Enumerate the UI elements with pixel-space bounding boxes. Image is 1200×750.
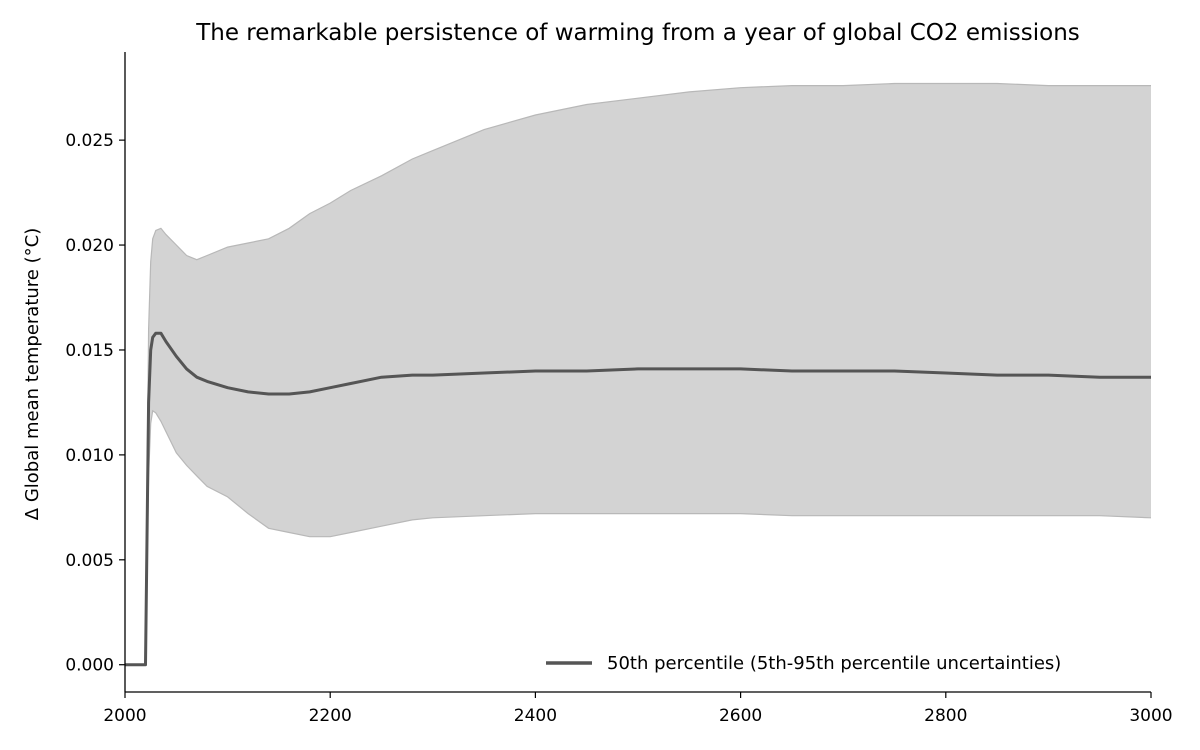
x-axis: 2000 2200 2400 2600 2800 3000 [103, 691, 1173, 726]
y-tick-label: 0.025 [65, 131, 114, 151]
x-tick-label: 2400 [514, 706, 557, 726]
y-tick-label: 0.015 [65, 341, 114, 361]
legend-label: 50th percentile (5th-95th percentile unc… [607, 653, 1061, 674]
band-lower-edge [145, 409, 1152, 602]
y-tick-label: 0.005 [65, 551, 114, 571]
y-axis-label: Δ Global mean temperature (°C) [22, 228, 43, 520]
band-upper-edge [145, 82, 1151, 539]
x-tick-label: 2000 [103, 706, 146, 726]
x-tick-label: 3000 [1129, 706, 1172, 726]
x-tick-label: 2600 [719, 706, 762, 726]
legend: 50th percentile (5th-95th percentile unc… [546, 653, 1061, 674]
chart-title: The remarkable persistence of warming fr… [195, 20, 1080, 46]
y-tick-label: 0.020 [65, 236, 114, 256]
x-tick-label: 2200 [309, 706, 352, 726]
plot-area [125, 82, 1152, 667]
y-tick-label: 0.010 [65, 446, 114, 466]
median-line [125, 331, 1151, 667]
y-axis: 0.000 0.005 0.010 0.015 0.020 0.025 [65, 52, 126, 692]
x-tick-label: 2800 [924, 706, 967, 726]
uncertainty-band [146, 83, 1151, 602]
y-tick-label: 0.000 [65, 656, 114, 676]
